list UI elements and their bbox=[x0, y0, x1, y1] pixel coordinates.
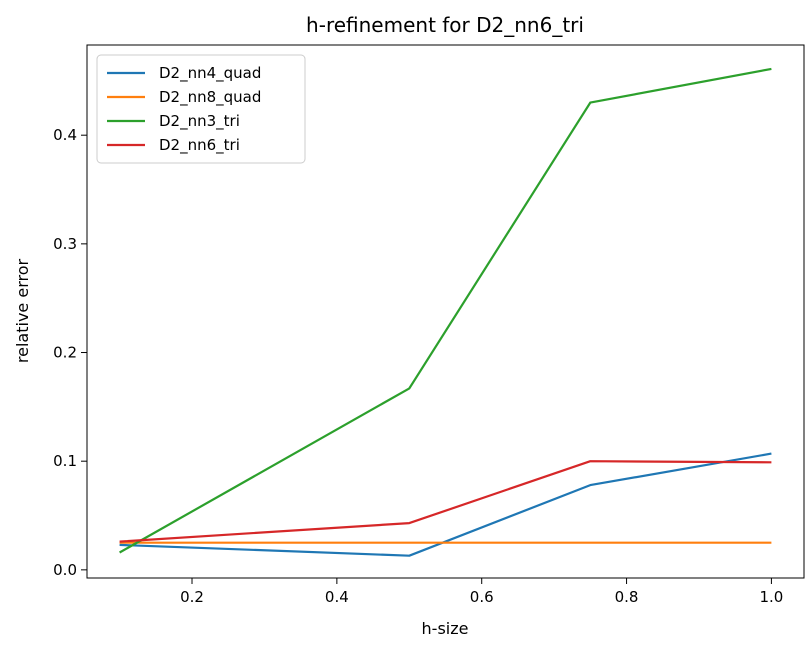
legend-label: D2_nn4_quad bbox=[159, 64, 261, 83]
y-axis: 0.0 0.1 0.2 0.3 0.4 bbox=[53, 126, 87, 579]
chart-title: h-refinement for D2_nn6_tri bbox=[306, 13, 584, 37]
legend: D2_nn4_quad D2_nn8_quad D2_nn3_tri D2_nn6_t… bbox=[96, 54, 306, 164]
y-tick-label: 0.2 bbox=[53, 344, 77, 362]
legend-label: D2_nn3_tri bbox=[159, 112, 240, 131]
legend-label: D2_nn8_quad bbox=[159, 88, 261, 107]
series-line-D2_nn6_tri bbox=[119, 460, 772, 543]
legend-box bbox=[96, 54, 306, 164]
series-line-D2_nn4_quad bbox=[119, 452, 772, 557]
y-tick-label: 0.1 bbox=[53, 452, 77, 470]
y-tick-label: 0.4 bbox=[53, 126, 77, 144]
x-tick-label: 1.0 bbox=[759, 588, 783, 606]
y-axis-label: relative error bbox=[13, 258, 32, 363]
x-tick-label: 0.6 bbox=[470, 588, 494, 606]
y-tick-label: 0.0 bbox=[53, 561, 77, 579]
x-axis-label: h-size bbox=[422, 619, 469, 638]
x-tick-label: 0.4 bbox=[325, 588, 349, 606]
legend-label: D2_nn6_tri bbox=[159, 136, 240, 155]
y-tick-label: 0.3 bbox=[53, 235, 77, 253]
x-tick-label: 0.2 bbox=[180, 588, 204, 606]
x-tick-label: 0.8 bbox=[615, 588, 639, 606]
series-line-D2_nn3_tri bbox=[119, 67, 772, 554]
series-lines bbox=[119, 67, 772, 557]
x-axis: 0.2 0.4 0.6 0.8 1.0 bbox=[180, 578, 783, 606]
